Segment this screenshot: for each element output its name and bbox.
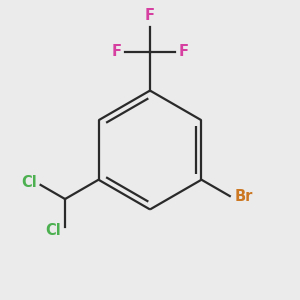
Text: Br: Br (234, 189, 253, 204)
Text: Cl: Cl (46, 223, 62, 238)
Text: F: F (179, 44, 189, 59)
Text: F: F (145, 8, 155, 23)
Text: F: F (111, 44, 121, 59)
Text: Cl: Cl (21, 175, 37, 190)
